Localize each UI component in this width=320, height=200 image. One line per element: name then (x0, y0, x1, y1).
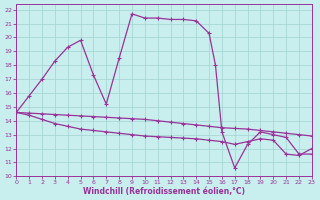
X-axis label: Windchill (Refroidissement éolien,°C): Windchill (Refroidissement éolien,°C) (83, 187, 245, 196)
